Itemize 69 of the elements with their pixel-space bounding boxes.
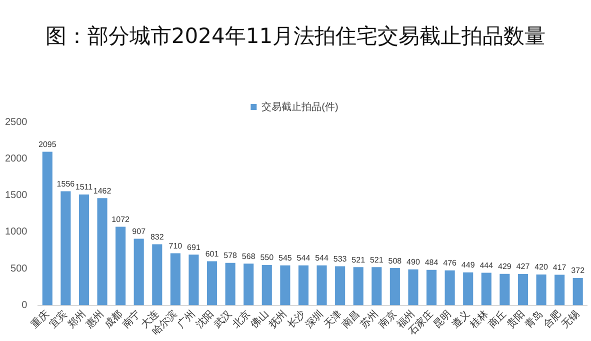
data-label: 578 [224,251,238,260]
data-label: 521 [352,255,366,264]
data-label: 907 [132,227,146,236]
bar [42,152,52,306]
data-label: 372 [571,266,586,276]
data-label: 508 [388,256,402,266]
bar [134,238,144,306]
bar [170,253,180,306]
bar [316,265,327,306]
y-tick-label: 0 [22,300,28,312]
data-label: 449 [461,260,476,270]
chart-title: 图：部分城市2024年11月法拍住宅交易截止拍品数量 [44,23,547,50]
data-label: 1511 [75,182,94,192]
bar [188,254,199,306]
bar [481,272,492,306]
data-label: 550 [260,253,274,262]
legend-label: 交易截止拍品(件) [262,100,338,113]
data-label: 1556 [56,179,76,188]
bar [116,226,126,306]
data-label: 710 [168,241,183,250]
bar [554,274,565,306]
bar [353,267,364,306]
data-label: 417 [552,262,567,272]
data-label: 521 [370,255,384,264]
bar [244,264,254,306]
bar [298,265,309,306]
data-label: 2095 [38,140,57,149]
x-tick-label: 无锡 [560,308,582,331]
bar [572,278,583,306]
data-label: 544 [315,254,329,263]
bar [335,266,346,306]
bar [372,267,382,306]
bar [426,270,437,306]
data-label: 832 [150,232,164,242]
data-label: 490 [406,258,420,267]
y-tick-label: 2500 [4,116,28,128]
y-tick-label: 2000 [4,153,28,164]
data-label: 545 [278,254,292,263]
data-label: 427 [516,262,530,272]
data-label: 691 [187,242,201,252]
data-label: 533 [333,254,348,264]
y-tick-label: 1500 [4,190,28,202]
y-tick-label: 500 [10,263,28,274]
data-label: 444 [480,260,494,270]
bar [500,274,510,306]
bar [206,261,218,306]
data-label: 1072 [112,214,130,224]
data-label: 420 [534,262,548,272]
bar [225,262,236,306]
bar [444,270,455,306]
bar [280,265,290,306]
bar [518,274,528,306]
data-label: 476 [443,258,458,268]
data-label: 601 [205,249,220,258]
bar [536,274,546,306]
bar [60,191,71,306]
data-label: 484 [424,258,439,268]
data-label: 1462 [93,186,112,196]
bar [390,268,400,306]
bar [97,198,108,306]
bar [78,194,90,306]
data-label: 429 [498,262,512,272]
bar [262,264,272,306]
bar [463,272,474,306]
y-tick-label: 1000 [4,226,28,238]
data-label: 568 [242,252,256,261]
bar [408,269,418,306]
bar [152,244,162,306]
data-label: 544 [296,254,311,263]
